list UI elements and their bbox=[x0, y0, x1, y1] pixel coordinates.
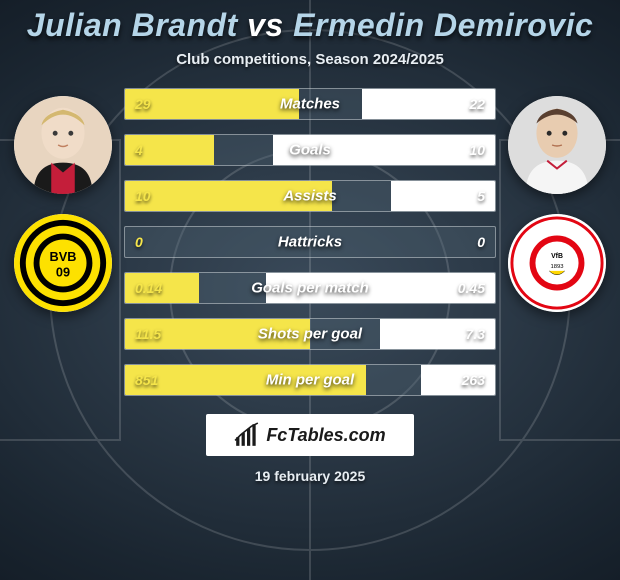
player2-name: Ermedin Demirovic bbox=[293, 7, 593, 43]
stat-label: Hattricks bbox=[278, 234, 342, 251]
stat-value-right: 22 bbox=[469, 96, 485, 112]
stat-row: 851 263 Min per goal bbox=[124, 364, 496, 396]
stat-value-left: 851 bbox=[135, 372, 158, 388]
stat-row: 10 5 Assists bbox=[124, 180, 496, 212]
stat-label: Goals bbox=[289, 142, 331, 159]
stat-row: 29 22 Matches bbox=[124, 88, 496, 120]
right-side: VfB 1893 bbox=[502, 88, 612, 312]
stat-row: 4 10 Goals bbox=[124, 134, 496, 166]
svg-text:09: 09 bbox=[56, 265, 70, 280]
stat-value-right: 0.45 bbox=[458, 280, 485, 296]
stat-row: 11.5 7.3 Shots per goal bbox=[124, 318, 496, 350]
brand-logo: FcTables.com bbox=[206, 414, 413, 456]
stat-label: Shots per goal bbox=[258, 326, 362, 343]
content: Julian Brandt vs Ermedin Demirovic Club … bbox=[0, 0, 620, 580]
stat-bars: 29 22 Matches 4 10 Goals 10 5 Assists 0 0 Hattricks… bbox=[118, 88, 502, 396]
brand-text: FcTables.com bbox=[266, 425, 385, 446]
date-text: 19 february 2025 bbox=[255, 468, 366, 484]
stat-value-left: 29 bbox=[135, 96, 151, 112]
stat-label: Goals per match bbox=[251, 280, 369, 297]
stat-value-left: 10 bbox=[135, 188, 151, 204]
stat-row: 0 0 Hattricks bbox=[124, 226, 496, 258]
stat-value-right: 7.3 bbox=[466, 326, 485, 342]
stat-value-right: 263 bbox=[462, 372, 485, 388]
subtitle: Club competitions, Season 2024/2025 bbox=[176, 51, 444, 68]
player1-name: Julian Brandt bbox=[27, 7, 238, 43]
chart-icon bbox=[234, 422, 260, 448]
svg-text:VfB: VfB bbox=[551, 253, 563, 260]
stat-label: Matches bbox=[280, 96, 340, 113]
stat-label: Assists bbox=[283, 188, 336, 205]
svg-text:BVB: BVB bbox=[50, 249, 77, 264]
player2-club-logo: VfB 1893 bbox=[508, 214, 606, 312]
stat-value-left: 0 bbox=[135, 234, 143, 250]
player1-club-logo: BVB09 bbox=[14, 214, 112, 312]
stat-value-right: 10 bbox=[469, 142, 485, 158]
footer: FcTables.com 19 february 2025 bbox=[206, 414, 413, 484]
stat-value-right: 0 bbox=[477, 234, 485, 250]
stat-value-left: 0.14 bbox=[135, 280, 162, 296]
stat-value-right: 5 bbox=[477, 188, 485, 204]
player1-avatar bbox=[14, 96, 112, 194]
svg-text:1893: 1893 bbox=[550, 264, 564, 270]
stat-value-left: 4 bbox=[135, 142, 143, 158]
main-area: BVB09 29 22 Matches 4 10 Goals 10 5 Assists 0 0 Hat… bbox=[0, 88, 620, 396]
player2-avatar bbox=[508, 96, 606, 194]
stat-label: Min per goal bbox=[266, 372, 354, 389]
comparison-title: Julian Brandt vs Ermedin Demirovic bbox=[27, 8, 594, 43]
stat-value-left: 11.5 bbox=[135, 326, 161, 342]
stat-row: 0.14 0.45 Goals per match bbox=[124, 272, 496, 304]
left-side: BVB09 bbox=[8, 88, 118, 312]
fill-left bbox=[125, 89, 299, 119]
vs-text: vs bbox=[247, 7, 284, 43]
